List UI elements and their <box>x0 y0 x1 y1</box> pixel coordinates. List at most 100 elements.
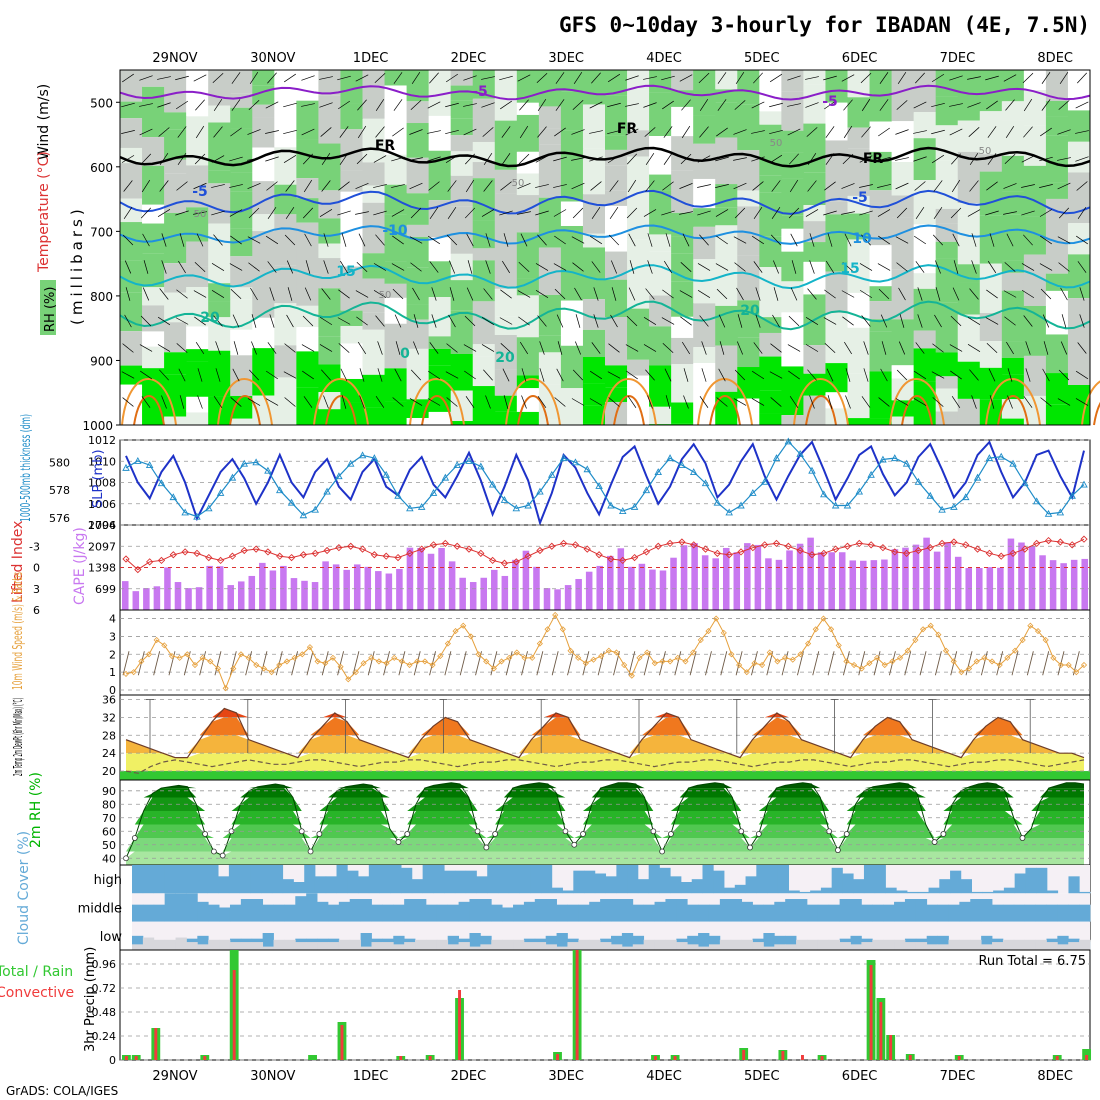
rh2m-point <box>298 828 305 835</box>
wind10m-point <box>536 640 543 647</box>
rh-cell <box>516 388 540 412</box>
rh-cell <box>781 130 804 153</box>
wind-barb <box>357 125 367 139</box>
cloud-bar-middle <box>611 899 623 922</box>
cloud-bar-low-gap <box>948 939 960 950</box>
wind-barb <box>1021 155 1035 163</box>
wind10m-point <box>145 651 153 658</box>
isotherm-label: 50 <box>770 138 783 149</box>
rh-cell <box>582 423 606 425</box>
wind-barb <box>554 397 566 407</box>
wind10m-point <box>475 651 482 658</box>
cloud-bar-middle <box>839 899 851 922</box>
cloud-bar-middle <box>164 893 176 922</box>
wind-barb <box>717 99 727 111</box>
wind10m-barb <box>229 651 237 676</box>
precip-panel: 00.240.480.720.96 Run Total = 6.75 Total… <box>0 947 1092 1067</box>
rh-cell <box>142 86 165 138</box>
wind-barb <box>770 234 782 246</box>
wind-barb <box>1021 263 1035 271</box>
wind-barb <box>121 371 135 379</box>
rh-cell <box>715 207 738 226</box>
wind-barb <box>769 129 783 135</box>
wind-barb <box>625 128 639 136</box>
lifted-index-point <box>973 545 982 553</box>
rh-cell <box>605 205 628 252</box>
cloud-bar-low <box>785 935 797 950</box>
cape-bar <box>206 565 213 610</box>
lifted-index-point <box>299 551 308 559</box>
lifted-index-point <box>146 558 154 566</box>
wind-barb <box>157 76 171 80</box>
wind-barb <box>215 368 221 382</box>
wind-barb <box>735 71 745 85</box>
wind-barb <box>377 368 383 382</box>
rh-cell <box>252 104 275 118</box>
cloud-bar-high <box>293 882 305 894</box>
wind-barb <box>625 75 639 81</box>
wind10m-point <box>214 665 222 672</box>
wind-barb <box>175 100 189 110</box>
thickness-point <box>713 498 722 506</box>
wind-barb <box>807 180 817 192</box>
cloud-bar-low <box>556 933 568 950</box>
ylabel-rh2m: 2m RH (%) <box>28 772 44 848</box>
wind10m-barb <box>153 651 161 676</box>
thickness-point <box>796 449 804 457</box>
ylabel-wind: Wind (m/s) <box>36 84 52 160</box>
rh-cell <box>318 409 341 425</box>
lifted-index-point <box>678 538 686 546</box>
rh-cell <box>627 267 650 309</box>
rh-cell <box>671 316 694 338</box>
rh-cell <box>560 174 584 202</box>
lifted-index-point <box>216 556 225 565</box>
thickness-point <box>808 466 816 474</box>
upper-air-frame <box>119 69 1091 426</box>
wind10m-barb <box>505 651 513 676</box>
wind-barb <box>251 314 257 328</box>
wind-barb <box>445 102 459 108</box>
cloud-bar-middle <box>970 899 982 922</box>
rh-cell <box>671 236 694 254</box>
rh-cell <box>957 282 981 315</box>
date-label-bottom: 8DEC <box>1037 1069 1073 1084</box>
wind10m-point <box>996 661 1003 669</box>
wind-barb <box>827 233 833 247</box>
wind-barb <box>392 235 404 245</box>
rh-cell <box>274 147 297 185</box>
precip-convective-bar <box>556 1054 559 1060</box>
wind-barb <box>772 314 780 328</box>
rh-cell <box>406 304 430 320</box>
wind-barb <box>177 126 187 138</box>
wind10m-point <box>919 626 927 633</box>
rh-cell <box>472 356 496 387</box>
cloud-bar-low <box>132 935 144 950</box>
precip-convective-bar <box>742 1050 746 1060</box>
wind10m-barb <box>934 651 942 676</box>
cape-bar <box>775 559 783 610</box>
wind-barb <box>718 314 726 328</box>
rh-cell <box>252 317 275 349</box>
cape-bar <box>406 547 414 610</box>
wind-barb <box>302 207 314 219</box>
wind10m-point <box>391 654 398 661</box>
wind-barb <box>139 128 153 136</box>
thickness-point <box>394 491 402 499</box>
cloud-bar-low-gap <box>665 939 677 950</box>
wind-barb <box>697 289 711 299</box>
lifted-index-point <box>666 539 674 548</box>
wind-barb <box>1075 156 1089 162</box>
wind10m-point <box>421 658 428 665</box>
lifted-index-line <box>122 535 1088 574</box>
cloud-bar-high <box>497 865 510 894</box>
cloud-bar-middle <box>458 901 470 922</box>
rh-cell <box>142 137 165 166</box>
wind-barb <box>809 395 815 409</box>
cloud-bar-middle <box>371 904 383 922</box>
cloud-bar-low <box>981 935 993 950</box>
rh-cell <box>472 70 496 99</box>
rh-cell <box>538 352 562 385</box>
rh-cell <box>296 387 319 425</box>
rh-cell <box>252 147 275 182</box>
